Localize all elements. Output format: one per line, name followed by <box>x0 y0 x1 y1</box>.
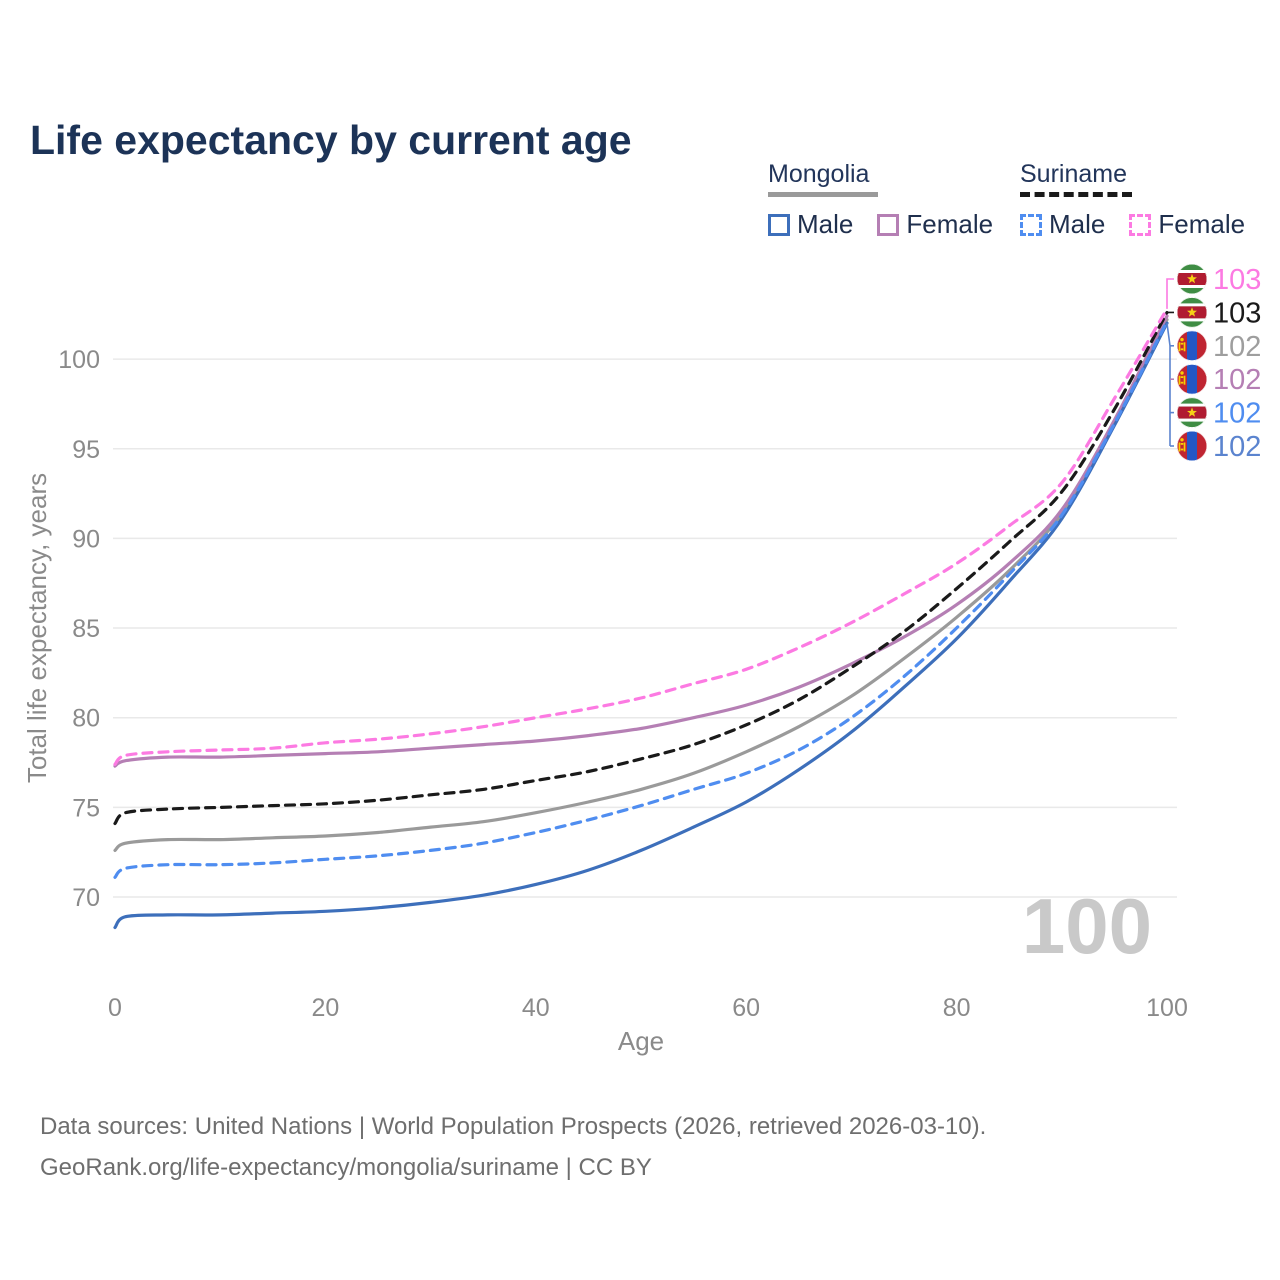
end-label-mongolia-both: 102 <box>1213 331 1261 363</box>
suriname-flag-icon <box>1177 297 1207 328</box>
end-label-value: 102 <box>1213 398 1261 430</box>
suriname-flag-icon <box>1177 264 1207 294</box>
y-tick-label-85: 85 <box>72 615 100 643</box>
data-sources-text: Data sources: United Nations | World Pop… <box>40 1113 987 1140</box>
mongolia-male-swatch-icon <box>768 213 790 236</box>
end-label-value: 102 <box>1213 364 1261 396</box>
footer: Data sources: United Nations | World Pop… <box>40 1106 986 1188</box>
legend-item-label: Male <box>1049 209 1106 239</box>
legend: Mongolia Male Female Suriname Male <box>0 160 1280 250</box>
series-line-mongolia-both[interactable] <box>113 318 1169 852</box>
suriname-flag-icon <box>1177 397 1207 428</box>
legend-toggle-suriname-male[interactable]: Male <box>1020 209 1105 240</box>
series-line-mongolia-male[interactable] <box>113 321 1169 930</box>
end-label-suriname-male: 102 <box>1213 398 1261 430</box>
legend-toggle-mongolia-female[interactable]: Female <box>877 209 993 240</box>
x-tick-label-100: 100 <box>1146 994 1188 1022</box>
attribution-text: GeoRank.org/life-expectancy/mongolia/sur… <box>40 1154 652 1181</box>
suriname-female-swatch-icon <box>1129 213 1152 236</box>
connector-line <box>1166 323 1171 446</box>
y-tick-label-90: 90 <box>72 525 100 553</box>
series-line-suriname-both[interactable] <box>113 310 1169 826</box>
mongolia-female-swatch-icon <box>877 213 900 236</box>
legend-line-sample-mongolia <box>768 192 878 197</box>
y-tick-label-95: 95 <box>72 436 100 464</box>
line-chart: 70 75 80 85 90 95 100 0 20 40 60 80 100 Age Total life… <box>22 264 1261 1056</box>
series-line-suriname-female[interactable] <box>113 307 1169 766</box>
y-axis-title: Total life expectancy, years <box>22 473 52 783</box>
series-line-suriname-male[interactable] <box>113 319 1169 879</box>
x-tick-label-40: 40 <box>522 994 550 1022</box>
suriname-male-swatch-icon <box>1020 213 1042 236</box>
legend-line-sample-suriname <box>1020 192 1132 197</box>
x-axis-title: Age <box>618 1026 664 1056</box>
end-label-value: 102 <box>1213 331 1261 363</box>
y-tick-label-75: 75 <box>72 794 100 822</box>
legend-header-suriname[interactable]: Suriname <box>1020 160 1127 188</box>
series-line-mongolia-female[interactable] <box>113 314 1169 768</box>
legend-group-suriname: Suriname Male Female <box>1020 160 1245 240</box>
end-label-mongolia-female: 102 <box>1213 364 1261 396</box>
legend-group-mongolia: Mongolia Male Female <box>768 160 993 240</box>
y-tick-label-80: 80 <box>72 705 100 733</box>
age-watermark: 100 <box>1022 882 1152 970</box>
x-tick-label-20: 20 <box>311 994 339 1022</box>
legend-item-label: Male <box>797 209 854 239</box>
mongolia-flag-icon <box>1177 364 1207 395</box>
end-label-mongolia-male: 102 <box>1213 431 1261 463</box>
end-label-suriname-female: 103 <box>1213 264 1261 296</box>
page-title: Life expectancy by current age <box>30 117 632 164</box>
legend-item-label: Female <box>1158 209 1246 239</box>
y-tick-label-70: 70 <box>72 884 100 912</box>
legend-header-mongolia[interactable]: Mongolia <box>768 160 870 188</box>
end-label-value: 103 <box>1213 297 1261 329</box>
end-label-value: 103 <box>1213 264 1261 296</box>
legend-toggle-suriname-female[interactable]: Female <box>1129 209 1245 240</box>
x-tick-label-0: 0 <box>108 994 122 1022</box>
end-label-value: 102 <box>1213 431 1261 463</box>
x-tick-label-80: 80 <box>943 994 971 1022</box>
mongolia-flag-icon <box>1177 431 1207 461</box>
end-label-suriname-both: 103 <box>1213 297 1261 329</box>
mongolia-flag-icon <box>1177 330 1207 361</box>
connector-line <box>1166 278 1174 309</box>
y-tick-label-100: 100 <box>58 346 100 374</box>
legend-toggle-mongolia-male[interactable]: Male <box>768 209 853 240</box>
legend-item-label: Female <box>906 209 994 239</box>
x-tick-label-60: 60 <box>732 994 760 1022</box>
